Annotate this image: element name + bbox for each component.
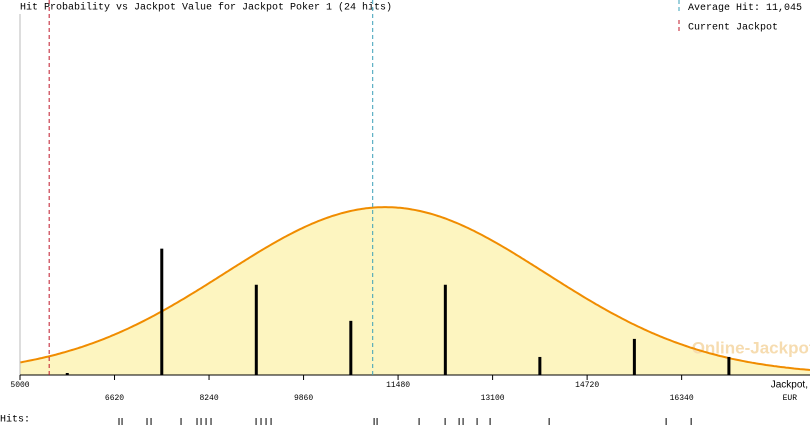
watermark: Online-Jackpots.biz: [692, 338, 810, 357]
probability-curve-line: [19, 206, 810, 371]
bar: [160, 248, 164, 375]
hits-label: Hits:: [0, 414, 30, 425]
x-tick-label: 16340: [670, 394, 694, 403]
x-tick-label: 5000: [10, 381, 29, 390]
legend-current: Current Jackpot: [688, 22, 778, 34]
x-tick-label: 8240: [199, 394, 218, 403]
bar: [727, 356, 731, 375]
bar: [538, 356, 542, 375]
legend-average-value: 11,045: [766, 3, 802, 14]
bar: [254, 284, 258, 375]
legend-average: Average Hit: 11,045: [688, 2, 802, 14]
bar: [349, 320, 353, 375]
x-tick-label: 9860: [294, 394, 313, 403]
bar: [65, 373, 69, 375]
bar: [632, 338, 636, 375]
x-axis-unit: EUR: [783, 394, 798, 403]
bar: [443, 284, 447, 375]
chart-title: Hit Probability vs Jackpot Value for Jac…: [20, 2, 392, 14]
x-axis-label: Jackpot,: [771, 380, 808, 391]
x-tick-label: 13100: [481, 394, 505, 403]
legend-average-label: Average Hit:: [688, 2, 760, 14]
x-tick-label: 6620: [105, 394, 124, 403]
x-tick-label: 11480: [386, 381, 410, 390]
probability-curve: [20, 207, 810, 375]
x-tick-label: 14720: [575, 381, 599, 390]
